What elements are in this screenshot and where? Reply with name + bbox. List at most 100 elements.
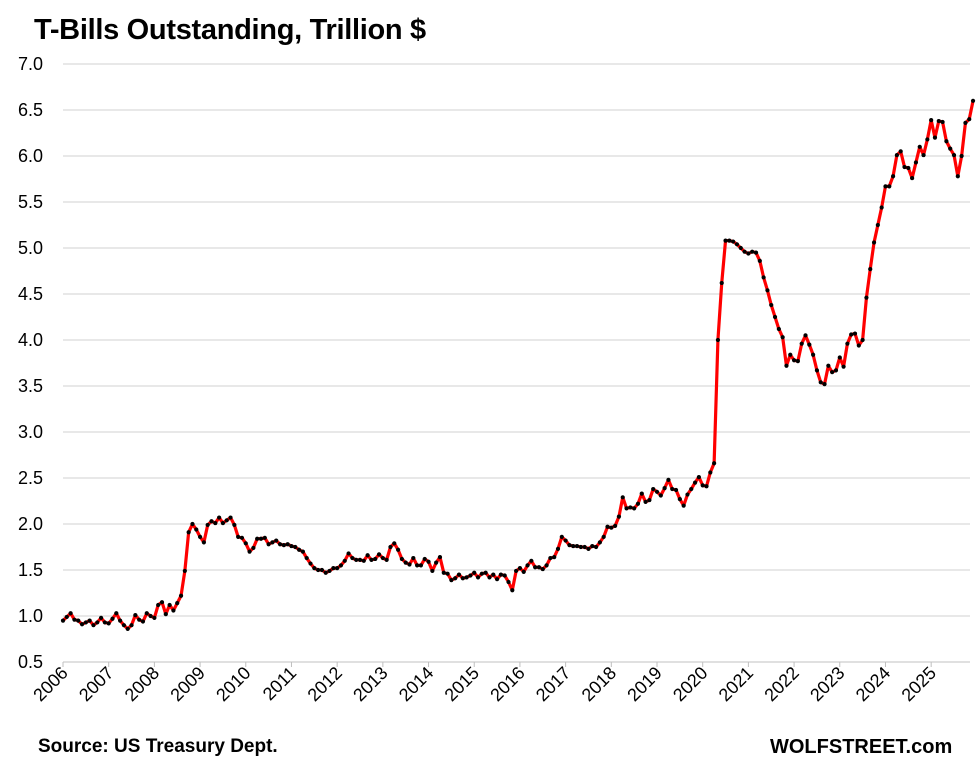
x-tick-label: 2007 xyxy=(75,663,117,705)
x-tick-label: 2025 xyxy=(898,663,940,705)
data-point xyxy=(677,497,682,502)
data-point xyxy=(887,184,892,189)
data-point xyxy=(917,144,922,149)
x-axis xyxy=(62,661,970,667)
data-point xyxy=(274,538,279,543)
data-point xyxy=(624,506,629,511)
data-point xyxy=(902,164,907,170)
data-point xyxy=(746,251,751,256)
y-tick-label: 2.5 xyxy=(18,468,43,488)
data-point xyxy=(144,611,149,616)
x-tick-label: 2014 xyxy=(395,663,437,705)
data-point xyxy=(407,562,412,567)
data-point xyxy=(175,601,180,606)
data-point xyxy=(757,258,762,263)
data-point xyxy=(883,184,888,189)
data-point xyxy=(830,370,835,375)
data-point xyxy=(121,623,127,628)
data-point xyxy=(159,600,165,605)
data-point xyxy=(197,534,203,539)
data-point xyxy=(296,547,302,552)
data-point xyxy=(312,566,317,571)
source-note: Source: US Treasury Dept. xyxy=(38,736,278,757)
data-point xyxy=(567,543,572,548)
data-point xyxy=(708,470,713,475)
data-point xyxy=(639,491,644,496)
data-point xyxy=(468,573,473,578)
data-point xyxy=(841,364,846,369)
data-point xyxy=(217,515,222,520)
x-tick-label: 2022 xyxy=(760,663,802,705)
data-point xyxy=(83,620,88,625)
data-markers xyxy=(60,98,976,631)
data-point xyxy=(628,505,633,510)
data-point xyxy=(277,542,283,547)
data-point xyxy=(72,617,77,622)
data-point xyxy=(281,543,286,548)
data-point xyxy=(133,612,138,618)
data-point xyxy=(818,380,823,385)
y-tick-label: 7.0 xyxy=(18,54,43,74)
data-point xyxy=(970,98,976,103)
data-point xyxy=(521,569,526,574)
data-point xyxy=(91,623,96,628)
data-point xyxy=(750,249,755,254)
data-point xyxy=(670,486,675,492)
data-point xyxy=(788,352,793,357)
y-tick-label: 4.0 xyxy=(18,330,43,350)
y-tick-label: 5.5 xyxy=(18,192,43,212)
data-point xyxy=(418,563,424,568)
data-point xyxy=(327,568,332,574)
data-point xyxy=(270,540,275,545)
x-tick-label: 2009 xyxy=(166,663,208,705)
data-point xyxy=(613,523,618,528)
data-point xyxy=(384,557,389,562)
data-point xyxy=(247,549,252,554)
data-point xyxy=(87,618,92,623)
data-point xyxy=(955,174,960,179)
data-point xyxy=(514,568,519,574)
data-point xyxy=(921,152,926,158)
x-tick-label: 2013 xyxy=(349,663,391,705)
data-point xyxy=(201,540,206,545)
series-t-bills xyxy=(61,99,975,631)
data-point xyxy=(868,267,873,272)
data-point xyxy=(715,337,721,343)
data-point xyxy=(403,560,408,565)
data-point xyxy=(845,341,850,346)
data-point xyxy=(285,542,290,547)
data-point xyxy=(399,556,404,562)
data-point xyxy=(346,551,351,556)
data-point xyxy=(833,368,839,373)
data-point xyxy=(422,556,427,562)
data-point xyxy=(411,555,416,561)
data-point xyxy=(304,555,309,561)
data-point xyxy=(228,515,233,520)
data-point xyxy=(643,499,648,505)
data-point xyxy=(799,341,804,346)
data-point xyxy=(475,575,481,580)
data-point xyxy=(506,579,511,585)
data-point xyxy=(544,563,549,568)
data-point xyxy=(460,576,465,581)
data-point xyxy=(712,461,717,466)
data-point xyxy=(449,578,454,583)
data-point xyxy=(266,542,271,547)
data-point xyxy=(376,552,382,557)
data-point xyxy=(540,566,545,572)
data-point xyxy=(319,567,325,573)
chart-title: T-Bills Outstanding, Trillion $ xyxy=(34,14,426,46)
data-point xyxy=(811,352,816,357)
data-point xyxy=(140,619,146,624)
data-point xyxy=(209,519,214,524)
data-point xyxy=(906,165,911,171)
data-point xyxy=(967,117,972,122)
data-point xyxy=(76,618,81,623)
data-point xyxy=(651,486,656,492)
data-point xyxy=(635,501,641,506)
data-point xyxy=(582,544,587,550)
data-point xyxy=(765,288,770,293)
data-point xyxy=(559,534,564,539)
data-point xyxy=(605,524,610,529)
data-point xyxy=(662,486,667,491)
